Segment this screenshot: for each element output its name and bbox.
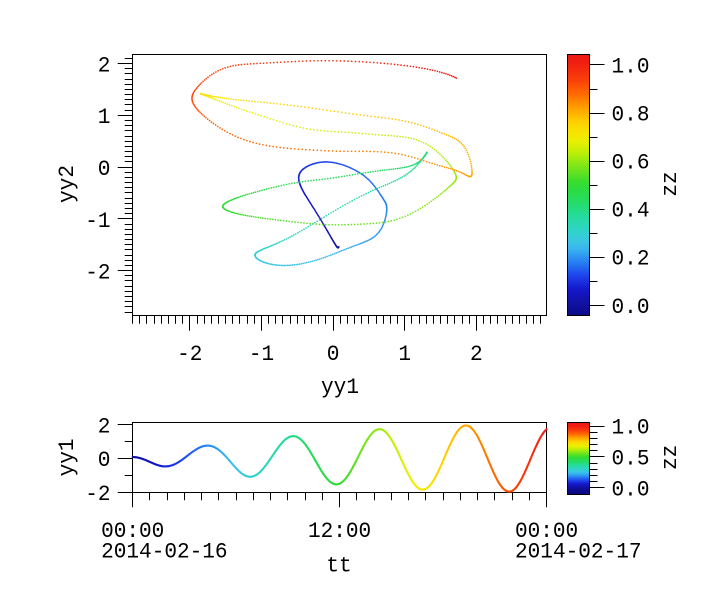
svg-text:0: 0 — [98, 157, 111, 182]
svg-text:1: 1 — [98, 105, 111, 130]
svg-text:zz: zz — [658, 445, 683, 470]
svg-text:yy1: yy1 — [321, 375, 359, 400]
svg-text:0.0: 0.0 — [612, 477, 650, 502]
svg-text:00:00: 00:00 — [101, 519, 164, 544]
svg-text:2014-02-17: 2014-02-17 — [515, 539, 642, 564]
svg-text:0.6: 0.6 — [612, 151, 650, 176]
svg-text:0.2: 0.2 — [612, 247, 650, 272]
svg-text:1.0: 1.0 — [612, 415, 650, 440]
svg-text:0: 0 — [327, 342, 340, 367]
svg-text:0: 0 — [98, 448, 111, 473]
svg-text:0.0: 0.0 — [612, 295, 650, 320]
svg-text:0.5: 0.5 — [612, 446, 650, 471]
svg-text:1.0: 1.0 — [612, 54, 650, 79]
svg-text:2014-02-16: 2014-02-16 — [101, 539, 228, 564]
svg-text:2: 2 — [98, 414, 111, 439]
svg-text:2: 2 — [470, 342, 483, 367]
svg-text:-2: -2 — [85, 482, 110, 507]
svg-text:yy1: yy1 — [55, 438, 80, 476]
svg-text:-2: -2 — [85, 261, 110, 286]
svg-text:2: 2 — [98, 54, 111, 79]
svg-text:12:00: 12:00 — [308, 519, 371, 544]
svg-text:-1: -1 — [85, 209, 110, 234]
svg-text:tt: tt — [326, 554, 351, 579]
svg-text:00:00: 00:00 — [515, 519, 578, 544]
svg-text:0.4: 0.4 — [612, 199, 650, 224]
svg-text:-2: -2 — [177, 342, 202, 367]
svg-text:zz: zz — [658, 171, 683, 196]
svg-text:-1: -1 — [249, 342, 274, 367]
svg-text:1: 1 — [398, 342, 411, 367]
svg-text:0.8: 0.8 — [612, 103, 650, 128]
svg-text:yy2: yy2 — [55, 165, 80, 203]
